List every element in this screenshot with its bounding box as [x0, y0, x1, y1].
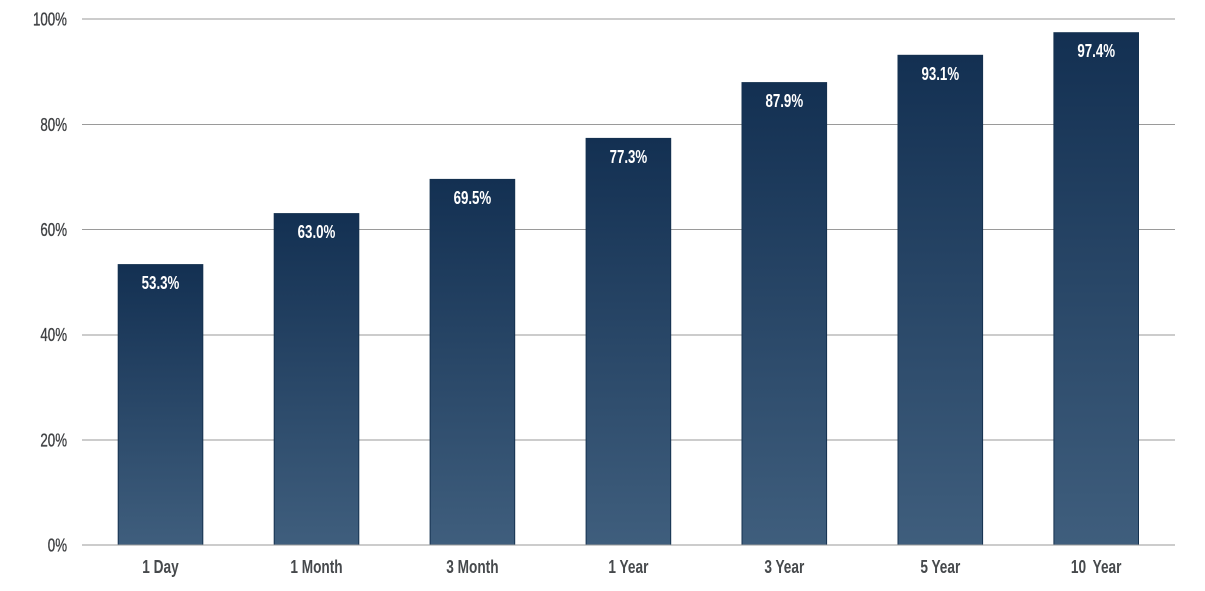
svg-text:3 Year: 3 Year	[764, 557, 805, 577]
svg-text:0%: 0%	[48, 537, 67, 556]
svg-text:100%: 100%	[33, 11, 67, 30]
svg-text:87.9%: 87.9%	[765, 92, 803, 111]
svg-text:20%: 20%	[40, 432, 67, 451]
svg-text:10 Year: 10 Year	[1071, 557, 1122, 577]
svg-text:1 Month: 1 Month	[290, 557, 342, 577]
svg-text:3 Month: 3 Month	[446, 557, 498, 577]
svg-text:53.3%: 53.3%	[142, 274, 180, 293]
svg-text:69.5%: 69.5%	[454, 189, 492, 208]
svg-text:93.1%: 93.1%	[921, 65, 959, 84]
svg-text:60%: 60%	[40, 221, 67, 240]
svg-text:97.4%: 97.4%	[1077, 42, 1115, 61]
svg-text:77.3%: 77.3%	[610, 148, 648, 167]
svg-text:40%: 40%	[40, 326, 67, 345]
svg-text:1 Day: 1 Day	[142, 557, 178, 577]
svg-text:1 Year: 1 Year	[608, 557, 649, 577]
svg-text:63.0%: 63.0%	[298, 223, 336, 242]
svg-text:80%: 80%	[40, 116, 67, 135]
svg-text:5 Year: 5 Year	[920, 557, 961, 577]
